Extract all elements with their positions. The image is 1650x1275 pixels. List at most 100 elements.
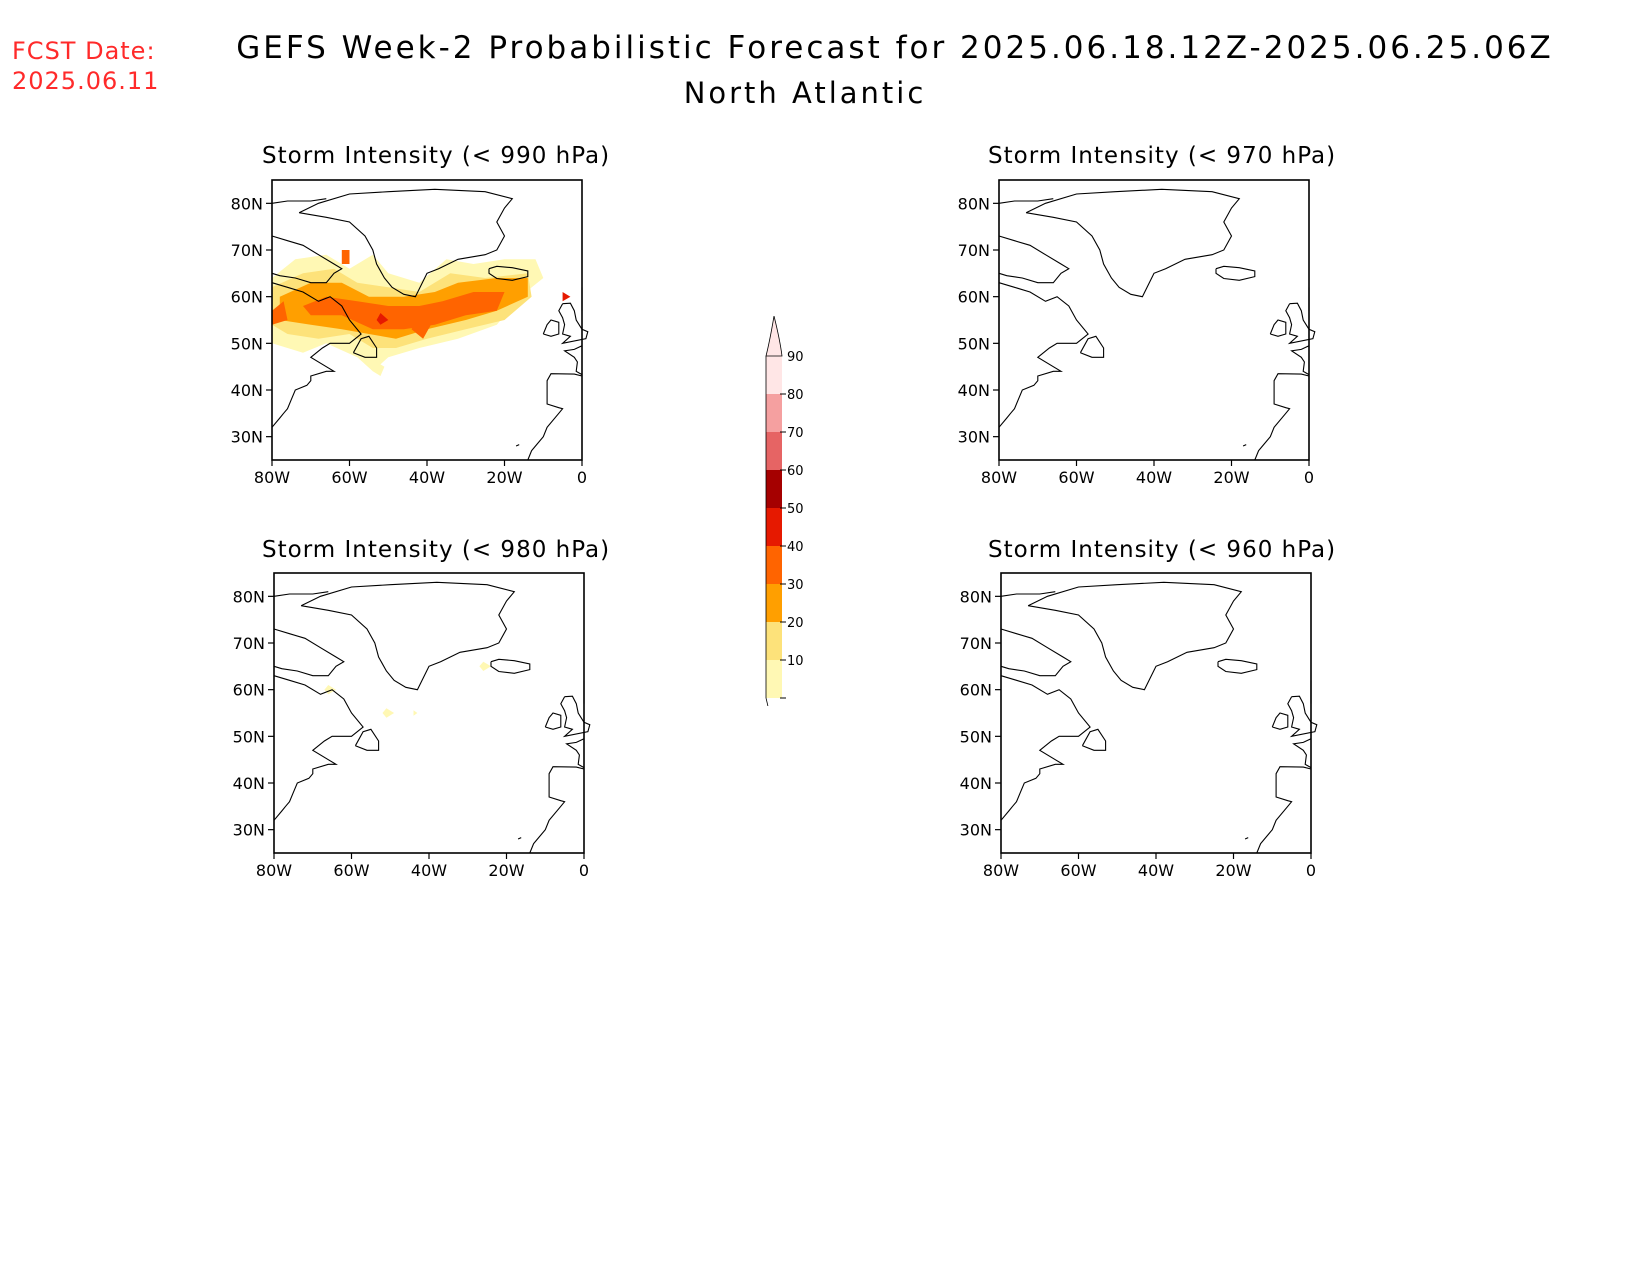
lat-tick-label: 70N	[960, 634, 992, 653]
lat-tick-label: 70N	[231, 241, 263, 260]
lon-tick-label: 80W	[256, 861, 292, 880]
lat-tick-label: 70N	[958, 241, 990, 260]
coastline-newfoundland	[1081, 728, 1107, 751]
lat-tick-label: 60N	[960, 681, 992, 700]
coastline-labrador	[271, 282, 362, 428]
probability-contour-50	[376, 313, 389, 325]
coastline-uk	[560, 695, 591, 738]
coastline-france	[563, 345, 583, 376]
lat-tick-label: 40N	[231, 381, 263, 400]
lat-tick-label: 30N	[960, 821, 992, 840]
map-panel-980: 80N 70N 60N 50N 40N 30N 80W 60W 40W 20W 0	[233, 572, 591, 880]
map-frame	[273, 572, 585, 854]
colorbar-swatch-70	[766, 432, 782, 470]
forecast-date-label: FCST Date:	[12, 37, 156, 65]
colorbar-label: 20	[787, 616, 804, 631]
coastline-canaries	[515, 444, 520, 447]
coastline-baffin	[273, 628, 345, 677]
map-frame	[998, 179, 1310, 461]
probability-contour-50	[562, 292, 571, 302]
coastline-greenland	[300, 581, 516, 691]
coastline-canaries	[1244, 837, 1249, 840]
colorbar-swatch-20	[766, 622, 782, 660]
map-980: 80N 70N 60N 50N 40N 30N 80W 60W 40W 20W 0	[233, 572, 591, 880]
map-990: 80N 70N 60N 50N 40N 30N 80W 60W 40W 20W 0	[231, 179, 589, 487]
panel-title-960: Storm Intensity (< 960 hPa)	[988, 537, 1337, 563]
colorbar-label: 70	[787, 426, 804, 441]
coastline-labrador	[273, 675, 364, 821]
lat-tick-label: 30N	[231, 428, 263, 447]
probability-contour-10	[413, 710, 418, 716]
probability-contour-40	[341, 250, 350, 264]
lat-tick-label: 60N	[233, 681, 265, 700]
coastline-baffin	[271, 235, 343, 284]
coastline-europe	[529, 766, 585, 854]
lon-tick-label: 60W	[333, 861, 369, 880]
lon-tick-label: 0	[1306, 861, 1316, 880]
map-panel-990: 80N 70N 60N 50N 40N 30N 80W 60W 40W 20W 0	[231, 179, 589, 487]
coastline-uk	[558, 302, 589, 345]
coastline-iceland	[1215, 265, 1256, 281]
colorbar-label: 90	[787, 350, 804, 365]
panel-title-980: Storm Intensity (< 980 hPa)	[262, 537, 611, 563]
lat-tick-label: 80N	[960, 587, 992, 606]
map-960: 80N 70N 60N 50N 40N 30N 80W 60W 40W 20W 0	[960, 572, 1318, 880]
colorbar-swatch-10	[766, 660, 782, 698]
colorbar-label: 50	[787, 502, 804, 517]
coastline-iceland	[1217, 658, 1258, 674]
lon-tick-label: 40W	[1136, 468, 1172, 487]
lon-tick-label: 40W	[409, 468, 445, 487]
coastline-canaries	[517, 837, 522, 840]
coastline-newfoundland	[354, 728, 380, 751]
probability-contour-10	[372, 362, 385, 376]
map-panel-970: 80N 70N 60N 50N 40N 30N 80W 60W 40W 20W 0	[958, 179, 1316, 487]
coastline-ireland	[1271, 712, 1289, 730]
colorbar-swatch-30	[766, 584, 782, 622]
colorbar-cap-bottom	[765, 697, 769, 706]
coastline-ellesmere	[271, 198, 327, 204]
lat-tick-label: 80N	[233, 587, 265, 606]
coastline-ellesmere	[273, 591, 329, 597]
coastline-europe	[1256, 766, 1312, 854]
forecast-date-block: FCST Date: 2025.06.11	[12, 36, 159, 96]
lon-tick-label: 60W	[1060, 861, 1096, 880]
coastline-ireland	[1269, 319, 1287, 337]
page-subtitle: North Atlantic	[683, 76, 927, 110]
coastline-iceland	[488, 265, 529, 281]
coastline-baffin	[1000, 628, 1072, 677]
colorbar-swatch-90	[766, 356, 782, 394]
coastline-greenland	[298, 188, 514, 298]
lat-tick-label: 40N	[233, 774, 265, 793]
lat-tick-label: 50N	[231, 334, 263, 353]
lat-tick-label: 50N	[958, 334, 990, 353]
colorbar-label: 80	[787, 388, 804, 403]
colorbar-swatch-40	[766, 546, 782, 584]
lat-tick-label: 60N	[958, 288, 990, 307]
colorbar-label: 60	[787, 464, 804, 479]
probability-contour-40	[303, 292, 505, 330]
lon-tick-label: 0	[579, 861, 589, 880]
coastline-labrador	[998, 282, 1089, 428]
coastline-france	[565, 738, 585, 769]
forecast-date-value: 2025.06.11	[12, 67, 160, 95]
lat-tick-label: 50N	[233, 727, 265, 746]
coastline-greenland	[1025, 188, 1241, 298]
colorbar-swatch-80	[766, 394, 782, 432]
lat-tick-label: 80N	[958, 194, 990, 213]
coastline-labrador	[1000, 675, 1091, 821]
lat-tick-label: 70N	[233, 634, 265, 653]
lon-tick-label: 20W	[1215, 861, 1251, 880]
coastline-france	[1292, 738, 1312, 769]
probability-contour-40	[411, 315, 431, 339]
lon-tick-label: 80W	[983, 861, 1019, 880]
colorbar-label: 10	[787, 654, 804, 669]
probability-contour-10	[479, 661, 491, 671]
lat-tick-label: 80N	[231, 194, 263, 213]
lon-tick-label: 20W	[1213, 468, 1249, 487]
colorbar-swatch-60	[766, 470, 782, 508]
lat-tick-label: 40N	[960, 774, 992, 793]
probability-contour-10	[324, 685, 336, 695]
coastline-newfoundland	[352, 335, 378, 358]
lat-tick-label: 60N	[231, 288, 263, 307]
lon-tick-label: 20W	[486, 468, 522, 487]
